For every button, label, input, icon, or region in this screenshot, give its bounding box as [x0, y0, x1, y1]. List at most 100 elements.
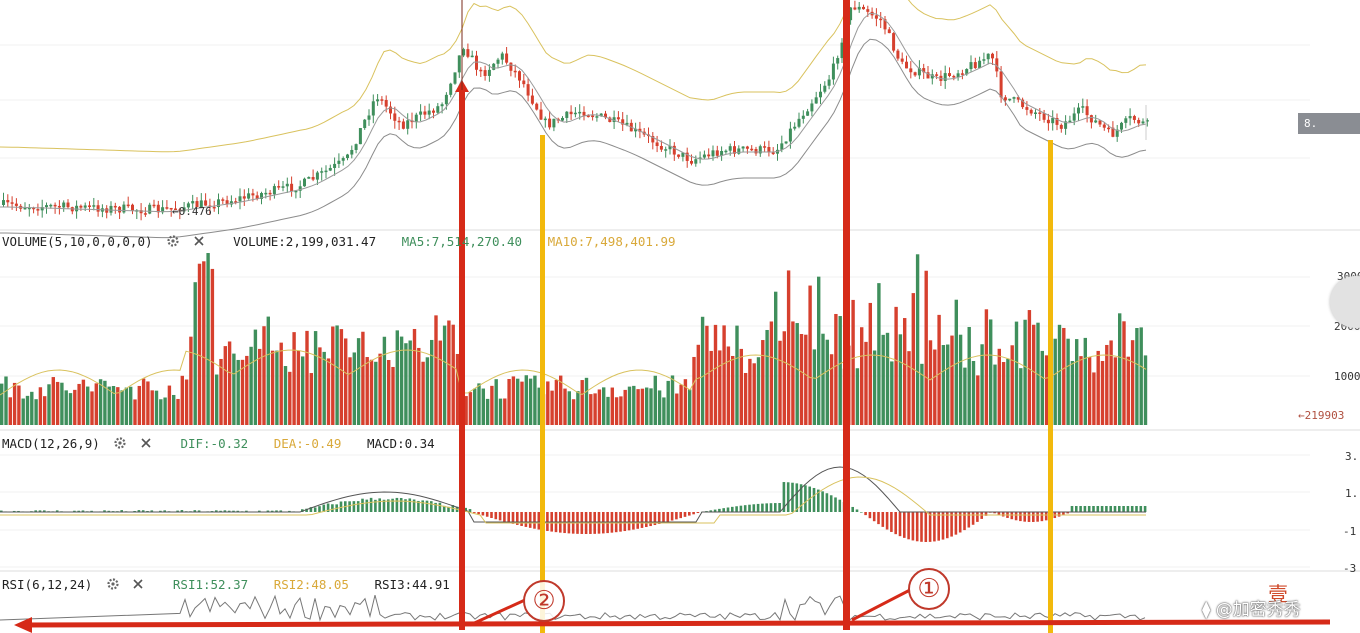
volume-bar [799, 333, 804, 425]
candle [32, 207, 36, 210]
macd-bar [236, 510, 240, 512]
macd-bar [666, 512, 670, 522]
low-price-marker: ←0.476 [172, 205, 212, 218]
volume-bar [748, 358, 752, 425]
macd-bar [507, 512, 510, 523]
macd-bar [215, 510, 218, 512]
volume-bar [133, 399, 137, 425]
candle [733, 146, 736, 154]
volume-bar [980, 344, 984, 425]
candle [715, 150, 719, 156]
volume-bar [1036, 322, 1040, 425]
macd-bar [937, 512, 940, 541]
candle [999, 71, 1003, 98]
candle [926, 72, 930, 79]
volume-bar [447, 320, 451, 425]
macd-bar [1126, 506, 1130, 512]
close-icon[interactable] [192, 234, 206, 248]
volume-bar [838, 316, 842, 425]
macd-bar [485, 512, 489, 517]
candle [518, 71, 521, 81]
candle [831, 63, 835, 80]
volume-bar [1057, 324, 1062, 425]
macd-bar [434, 502, 437, 512]
close-icon[interactable] [139, 436, 153, 450]
volume-bar [30, 391, 34, 425]
macd-bar [915, 512, 919, 542]
volume-bar [412, 328, 417, 425]
volume-bar [202, 261, 206, 425]
candle [513, 70, 517, 73]
candle [40, 207, 44, 211]
macd-bar [903, 512, 906, 538]
candle [505, 53, 509, 63]
candle [341, 158, 345, 161]
macd-bar [391, 498, 394, 512]
volume-bar [55, 381, 60, 425]
volume-bar [877, 283, 881, 425]
candle [414, 114, 418, 123]
volume-bar [103, 380, 107, 425]
volume-bar [481, 388, 485, 425]
candle [1145, 120, 1149, 122]
volume-bar [154, 390, 159, 425]
candle [358, 128, 362, 145]
macd-bar [223, 510, 227, 512]
macd-bar [778, 503, 781, 512]
volume-bar [1139, 327, 1143, 425]
candle [655, 142, 659, 146]
volume-ma5: MA5:7,514,270.40 [401, 234, 523, 249]
volume-bar [391, 366, 395, 425]
macd-bar [490, 512, 493, 518]
volume-bar [258, 348, 262, 425]
macd-bar [713, 509, 717, 512]
volume-bar [864, 341, 868, 425]
volume-bar [731, 355, 735, 425]
marker-2: ② [523, 580, 565, 622]
volume-bar [915, 254, 920, 425]
candle [384, 99, 388, 107]
gear-icon[interactable] [106, 577, 120, 591]
candle [290, 183, 294, 192]
candle [1132, 116, 1136, 120]
macd-bar [17, 510, 20, 512]
gear-icon[interactable] [113, 436, 127, 450]
macd-bar [786, 482, 790, 512]
volume-bar [485, 398, 490, 425]
ma-line [0, 12, 1147, 213]
macd-bar [881, 512, 885, 527]
candle [616, 117, 620, 120]
macd-bar [1032, 512, 1035, 522]
volume-bar [662, 397, 666, 425]
candle [758, 146, 762, 154]
candle [677, 154, 681, 157]
corner-character: 壹 [1268, 582, 1288, 606]
volume-bar [404, 343, 408, 425]
candle [487, 69, 491, 76]
candle [896, 50, 900, 59]
macd-bar [55, 510, 59, 512]
volume-bar [571, 399, 576, 425]
candle [664, 149, 668, 151]
volume-tick-1000: 1000 [1334, 370, 1360, 383]
candle [866, 9, 870, 12]
volume-bar [4, 376, 8, 425]
volume-bar [417, 347, 421, 425]
volume-bar [116, 387, 120, 425]
macd-bar [946, 512, 949, 539]
volume-bar [602, 387, 606, 425]
low-price-value: 0.476 [178, 205, 212, 218]
macd-bar [890, 512, 893, 532]
candle [371, 101, 375, 116]
macd-dea-line [0, 476, 1146, 524]
close-icon[interactable] [131, 577, 145, 591]
volume-bar [696, 344, 700, 425]
candle [363, 119, 367, 129]
rsi-header: RSI(6,12,24) RSI1:52.37 RSI2:48.05 RSI3:… [2, 577, 468, 592]
volume-bar [1087, 357, 1092, 425]
candle [427, 110, 431, 115]
macd-bar [326, 503, 330, 512]
gear-icon[interactable] [166, 234, 180, 248]
volume-bar [898, 334, 903, 425]
macd-bar [1044, 512, 1048, 521]
